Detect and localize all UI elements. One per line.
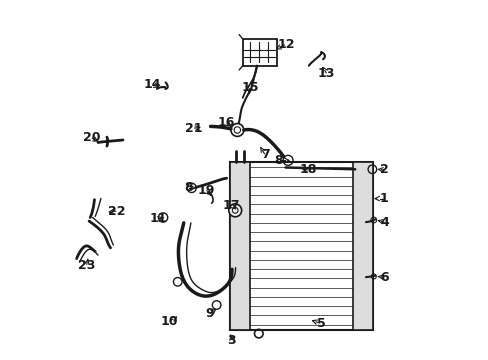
- Text: 16: 16: [218, 116, 235, 129]
- Text: 1: 1: [379, 192, 387, 205]
- Text: 11: 11: [150, 212, 167, 225]
- Bar: [230, 162, 249, 330]
- Text: 23: 23: [78, 258, 95, 271]
- Text: 20: 20: [82, 131, 100, 144]
- Text: 21: 21: [184, 122, 202, 135]
- Text: 10: 10: [161, 315, 178, 328]
- Bar: [230, 162, 372, 330]
- Text: 13: 13: [317, 67, 335, 80]
- Text: 12: 12: [277, 38, 294, 51]
- Text: 5: 5: [316, 317, 325, 330]
- Text: 2: 2: [379, 163, 388, 176]
- Text: 6: 6: [380, 271, 388, 284]
- Text: 3: 3: [227, 333, 236, 347]
- Text: 19: 19: [197, 184, 215, 197]
- Text: 8: 8: [274, 154, 282, 167]
- Text: 15: 15: [241, 81, 258, 94]
- Text: 18: 18: [299, 163, 316, 176]
- Text: 14: 14: [143, 78, 161, 91]
- Text: 22: 22: [108, 204, 125, 217]
- Circle shape: [228, 204, 241, 217]
- Bar: [242, 39, 276, 66]
- Text: 8: 8: [183, 181, 192, 194]
- Text: 7: 7: [260, 148, 269, 162]
- Bar: [353, 162, 372, 330]
- Text: 9: 9: [205, 307, 213, 320]
- Text: 4: 4: [379, 216, 388, 229]
- Text: 17: 17: [223, 199, 240, 212]
